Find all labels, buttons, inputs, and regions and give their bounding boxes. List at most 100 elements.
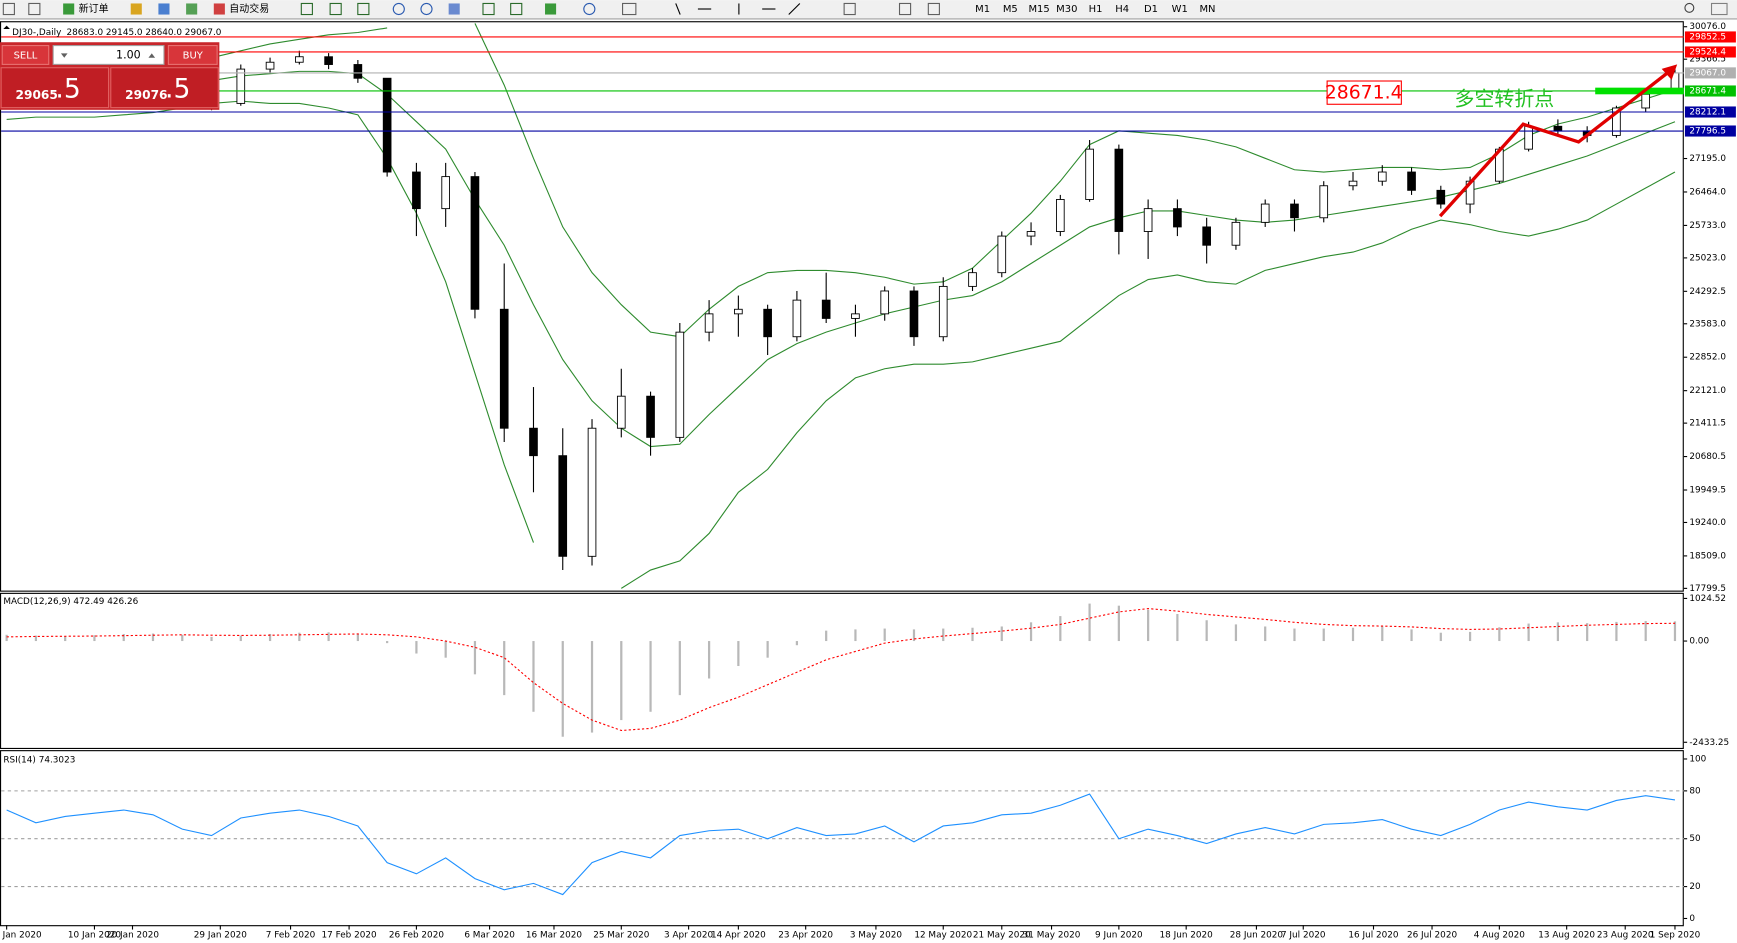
timeframe-button[interactable]: H1: [1089, 4, 1103, 15]
buy-button[interactable]: [167, 45, 218, 65]
y-tick-label: 21411.5: [1689, 419, 1726, 429]
icon[interactable]: [357, 2, 370, 16]
volume-input[interactable]: [52, 45, 165, 65]
macd-panel-frame: [0, 592, 1684, 749]
icon[interactable]: [927, 2, 940, 16]
x-tick-label: 20 Jan 2020: [106, 931, 159, 941]
macd-bar: [1351, 627, 1355, 642]
macd-bar: [1556, 622, 1559, 642]
y-tick-label: 26464.0: [1689, 187, 1726, 197]
candle-body: [324, 56, 333, 65]
candle-body: [1436, 189, 1446, 205]
annotation: 28671.4: [1325, 83, 1403, 104]
x-tick-label: 16 Mar 2020: [526, 931, 583, 941]
timeframes: M1 M5 M15 M30 H1 H4 D1 W1 MN: [975, 4, 1215, 15]
icon[interactable]: [510, 2, 523, 16]
candle-body: [1114, 148, 1124, 232]
buy-price: 29076: [125, 88, 167, 102]
macd-bar: [971, 627, 974, 642]
candle-body: [734, 308, 743, 315]
price-level-label: 29067.0: [1689, 68, 1726, 78]
icon[interactable]: [583, 2, 596, 16]
macd-bar: [1059, 616, 1062, 642]
icon[interactable]: [158, 3, 170, 15]
cursor-icon[interactable]: [675, 3, 681, 15]
zoom-in-icon[interactable]: [392, 2, 405, 16]
icon[interactable]: [622, 2, 637, 16]
macd-plot: [5, 603, 1677, 737]
buy-label[interactable]: BUY: [183, 51, 204, 62]
search-icon[interactable]: [1684, 2, 1695, 13]
highlight-bar: [1595, 87, 1684, 95]
candle-body: [1173, 208, 1182, 228]
price-level-label: 29852.5: [1689, 32, 1726, 42]
y-tick-label: 22852.0: [1689, 353, 1726, 363]
auto-trading-icon[interactable]: [213, 3, 225, 15]
candle-body: [499, 308, 509, 429]
macd-bar: [151, 633, 155, 642]
icon[interactable]: [843, 2, 856, 16]
macd-bar: [590, 641, 594, 733]
y-tick-label: 27195.0: [1689, 154, 1726, 164]
zoom-out-icon[interactable]: [420, 2, 433, 16]
candle-body: [792, 299, 802, 338]
rsi-panel-frame: [0, 750, 1684, 927]
sell-label[interactable]: SELL: [14, 51, 38, 62]
icon[interactable]: [448, 3, 460, 15]
indicator-line: [6, 100, 1676, 589]
annotation-box: [1326, 80, 1402, 105]
timeframe-button[interactable]: H4: [1115, 4, 1129, 15]
trendline-icon[interactable]: [788, 3, 801, 15]
macd-bar: [298, 632, 301, 642]
new-order-icon[interactable]: [63, 3, 75, 15]
arrow-head: [1661, 64, 1678, 80]
x-tick-label: 7 Feb 2020: [266, 931, 316, 941]
timeframe-button[interactable]: D1: [1144, 4, 1158, 15]
icon[interactable]: [1710, 2, 1728, 16]
macd-bar: [766, 641, 769, 658]
volume-value[interactable]: 1.00: [116, 49, 141, 62]
icon[interactable]: [2, 2, 15, 16]
auto-trading-button[interactable]: 自动交易: [229, 2, 269, 15]
timeframe-button[interactable]: M1: [975, 4, 990, 15]
y-tick-label: 20: [1689, 882, 1701, 892]
timeframe-button[interactable]: W1: [1172, 4, 1188, 15]
x-tick-label: 9 Jun 2020: [1095, 931, 1143, 941]
timeframe-button[interactable]: MN: [1199, 4, 1215, 15]
price-level-label: 28671.4: [1689, 86, 1726, 96]
candle-body: [1260, 203, 1270, 223]
candle-body: [997, 235, 1007, 274]
icon[interactable]: [898, 2, 912, 16]
candle-body: [1348, 180, 1358, 187]
icon[interactable]: [329, 2, 342, 16]
x-tick-label: 28 Jun 2020: [1230, 931, 1284, 941]
volume-down[interactable]: [60, 53, 68, 58]
sell-button[interactable]: [1, 45, 50, 65]
y-tick-label: 19240.0: [1689, 518, 1726, 528]
timeframe-button[interactable]: M5: [1003, 4, 1018, 15]
icon[interactable]: [186, 3, 198, 15]
sell-price-box[interactable]: [0, 67, 110, 109]
timeframe-button[interactable]: M30: [1056, 4, 1077, 15]
x-tick-label: 3 Apr 2020: [664, 931, 714, 941]
candle-body: [295, 56, 304, 63]
sell-price-fraction: .5: [55, 73, 80, 104]
candle-body: [1056, 199, 1065, 232]
icon[interactable]: [130, 3, 142, 15]
icon[interactable]: [545, 3, 557, 15]
candle-body: [1407, 171, 1416, 191]
macd-bar: [122, 633, 125, 642]
macd-bar: [678, 641, 681, 696]
buy-price-box[interactable]: [110, 67, 219, 109]
macd-bar: [1000, 626, 1003, 642]
candle-body: [675, 331, 685, 438]
icon[interactable]: [300, 2, 313, 16]
y-tick-label: 0.00: [1689, 637, 1709, 647]
new-order-button[interactable]: 新订单: [79, 2, 109, 15]
timeframe-button[interactable]: M15: [1028, 4, 1049, 15]
icon[interactable]: [482, 2, 495, 16]
x-tick-label: 18 Jun 2020: [1160, 931, 1214, 941]
volume-up[interactable]: [148, 53, 156, 58]
icon[interactable]: [28, 2, 41, 16]
